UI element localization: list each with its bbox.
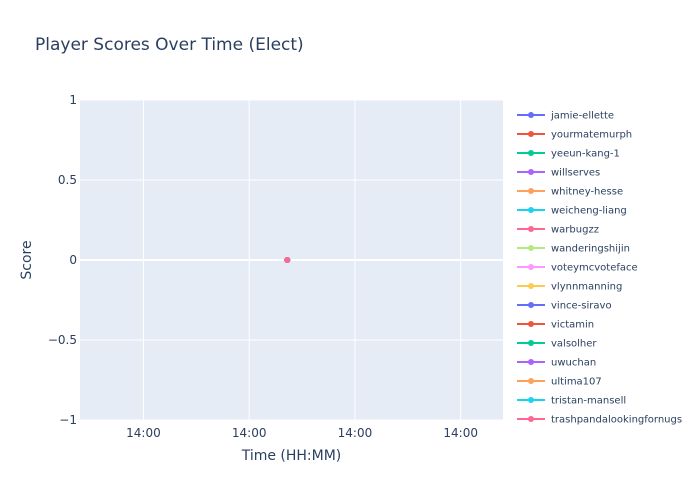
x-tick-label: 14:00: [232, 426, 267, 440]
y-tick-label: 0.5: [58, 173, 77, 187]
y-tick-label: −1: [59, 413, 77, 427]
x-tick-label: 14:00: [443, 426, 478, 440]
legend-item[interactable]: ultima107: [517, 377, 602, 388]
legend-marker: [528, 131, 534, 137]
legend-item[interactable]: yourmatemurph: [517, 130, 632, 141]
legend-item[interactable]: vlynnmanning: [517, 282, 622, 293]
legend-marker: [528, 302, 534, 308]
legend-item[interactable]: wanderingshijin: [517, 244, 630, 255]
legend-label: yourmatemurph: [551, 130, 632, 141]
legend-marker: [528, 188, 534, 194]
legend-item[interactable]: vince-siravo: [517, 301, 612, 312]
legend-marker: [528, 397, 534, 403]
legend-label: yeeun-kang-1: [551, 149, 620, 160]
y-tick-label: −0.5: [48, 333, 77, 347]
legend-label: warbugzz: [551, 225, 599, 236]
legend-label: tristan-mansell: [551, 396, 626, 407]
y-axis-title: Score: [19, 240, 35, 279]
legend-marker: [528, 264, 534, 270]
legend-item[interactable]: yeeun-kang-1: [517, 149, 620, 160]
legend-label: weicheng-liang: [551, 206, 627, 217]
legend-label: vlynnmanning: [551, 282, 622, 293]
legend-marker: [528, 378, 534, 384]
legend-label: whitney-hesse: [551, 187, 623, 198]
legend-marker: [528, 340, 534, 346]
y-tick-label: 0: [69, 253, 77, 267]
legend-label: willserves: [551, 168, 600, 179]
legend-label: vince-siravo: [551, 301, 612, 312]
data-point: [284, 257, 291, 263]
legend-item[interactable]: voteymcvoteface: [517, 263, 638, 274]
legend-label: uwuchan: [551, 358, 596, 369]
chart-title: Player Scores Over Time (Elect): [35, 35, 304, 55]
legend-item[interactable]: whitney-hesse: [517, 187, 623, 198]
legend-marker: [528, 226, 534, 232]
legend-label: trashpandalookingfornugs: [551, 415, 682, 426]
legend-item[interactable]: tristan-mansell: [517, 396, 626, 407]
legend-label: wanderingshijin: [551, 244, 630, 255]
legend-item[interactable]: valsolher: [517, 339, 597, 350]
legend-label: victamin: [551, 320, 594, 331]
y-tick-label: 1: [69, 93, 77, 107]
legend-marker: [528, 416, 534, 422]
legend-item[interactable]: weicheng-liang: [517, 206, 627, 217]
legend-marker: [528, 359, 534, 365]
legend-item[interactable]: victamin: [517, 320, 594, 331]
legend-marker: [528, 150, 534, 156]
legend-item[interactable]: willserves: [517, 168, 600, 179]
x-tick-label: 14:00: [126, 426, 161, 440]
legend-marker: [528, 169, 534, 175]
legend-marker: [528, 207, 534, 213]
legend-item[interactable]: trashpandalookingfornugs: [517, 415, 682, 426]
legend-item[interactable]: uwuchan: [517, 358, 596, 369]
legend: jamie-ellette yourmatemurph yeeun-kang-1 wi…: [517, 111, 682, 426]
legend-marker: [528, 112, 534, 118]
x-axis-title: Time (HH:MM): [241, 448, 342, 464]
legend-item[interactable]: warbugzz: [517, 225, 599, 236]
legend-label: valsolher: [551, 339, 597, 350]
legend-item[interactable]: jamie-ellette: [517, 111, 614, 122]
legend-marker: [528, 283, 534, 289]
legend-marker: [528, 321, 534, 327]
legend-label: jamie-ellette: [550, 111, 614, 122]
legend-label: voteymcvoteface: [551, 263, 638, 274]
x-tick-label: 14:00: [338, 426, 373, 440]
legend-marker: [528, 245, 534, 251]
legend-label: ultima107: [551, 377, 602, 388]
